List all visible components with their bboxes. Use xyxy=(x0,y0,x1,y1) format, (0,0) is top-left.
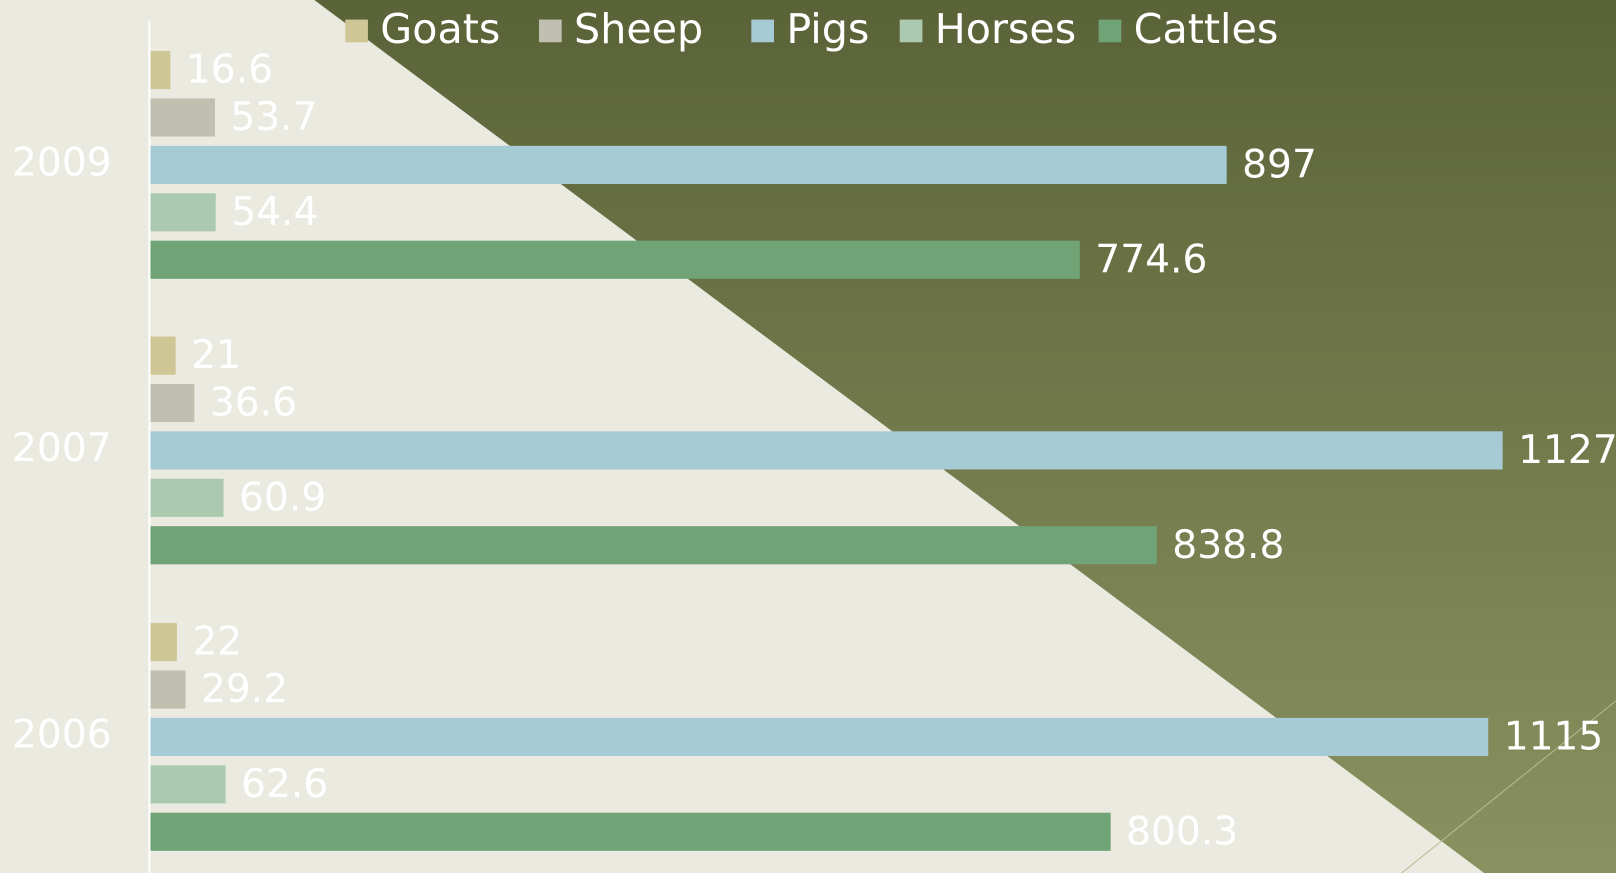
legend-swatch xyxy=(751,19,774,43)
legend-label: Sheep xyxy=(574,5,703,53)
bar xyxy=(150,51,171,90)
bar xyxy=(150,431,1503,470)
data-label: 53.7 xyxy=(230,95,317,140)
data-label: 1127 xyxy=(1518,428,1616,473)
bar xyxy=(150,670,186,709)
legend-label: Cattles xyxy=(1134,5,1279,53)
bar xyxy=(150,478,224,517)
bar xyxy=(150,623,177,662)
data-label: 16.6 xyxy=(186,48,273,93)
bar xyxy=(150,336,176,375)
data-label: 800.3 xyxy=(1126,809,1238,854)
bar xyxy=(150,240,1080,279)
data-label: 62.6 xyxy=(241,762,328,807)
data-label: 838.8 xyxy=(1172,523,1284,568)
bar xyxy=(150,717,1489,757)
legend-label: Horses xyxy=(935,5,1076,53)
data-label: 897 xyxy=(1242,142,1317,187)
data-label: 1115 xyxy=(1504,715,1604,760)
bar xyxy=(150,383,195,423)
category-label: 2006 xyxy=(12,712,112,757)
legend-swatch xyxy=(539,19,562,43)
legend-label: Goats xyxy=(380,5,500,53)
legend-label: Pigs xyxy=(786,5,869,53)
bar xyxy=(150,193,216,232)
bar xyxy=(150,765,226,804)
category-label: 2007 xyxy=(12,426,112,471)
legend-swatch xyxy=(1098,19,1122,43)
data-label: 36.6 xyxy=(210,381,297,426)
data-label: 22 xyxy=(192,620,242,665)
bar xyxy=(150,812,1111,851)
data-label: 29.2 xyxy=(201,667,288,712)
data-label: 774.6 xyxy=(1095,237,1207,282)
data-label: 21 xyxy=(191,333,241,378)
category-label: 2009 xyxy=(12,140,112,185)
bar xyxy=(150,526,1157,565)
legend-swatch xyxy=(345,19,368,43)
legend-swatch xyxy=(899,19,923,43)
decor-line xyxy=(1401,700,1616,873)
data-label: 60.9 xyxy=(239,475,326,520)
bar xyxy=(150,145,1227,184)
data-label: 54.4 xyxy=(231,190,318,235)
bar xyxy=(150,98,215,137)
